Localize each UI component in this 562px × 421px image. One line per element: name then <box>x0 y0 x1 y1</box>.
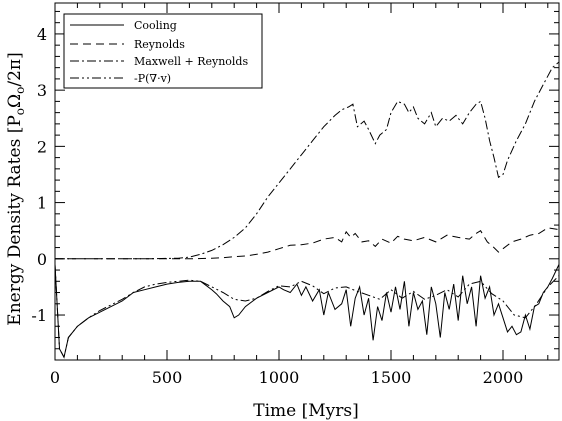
y-axis-label-sub2: o <box>13 87 27 94</box>
series-layer <box>55 61 559 359</box>
series-line-0 <box>55 264 559 359</box>
axes-layer: 0 500 1000 1500 2000 -1 0 1 2 3 4 <box>31 3 559 387</box>
y-axis-label-sub1: o <box>13 108 27 115</box>
y-tick-label: 1 <box>37 194 47 213</box>
y-tick-label: 3 <box>37 81 47 100</box>
legend-label-maxwell-reynolds: Maxwell + Reynolds <box>134 55 248 68</box>
x-tick-label: 1500 <box>371 368 412 387</box>
y-tick-label: -1 <box>31 306 47 325</box>
y-axis-label-main: Energy Density Rates [P <box>5 115 25 326</box>
y-tick-label: 4 <box>37 25 47 44</box>
x-tick-label: 2000 <box>483 368 524 387</box>
x-tick-label: 0 <box>50 368 60 387</box>
series-line-3 <box>55 264 559 359</box>
y-axis-label-omega: Ω <box>5 94 25 108</box>
y-tick-label: 0 <box>37 250 47 269</box>
x-axis-label: Time [Myrs] <box>253 401 359 421</box>
x-tick-label: 500 <box>152 368 183 387</box>
legend-label-cooling: Cooling <box>134 19 177 32</box>
legend-label-pdivv: -P(∇·v) <box>134 72 171 85</box>
legend: Cooling Reynolds Maxwell + Reynolds -P(∇… <box>63 13 263 89</box>
series-line-1 <box>55 227 559 260</box>
y-tick-label: 2 <box>37 137 47 156</box>
x-tick-label: 1000 <box>259 368 300 387</box>
y-axis-label: Energy Density Rates [PoΩo/2π] <box>5 52 27 325</box>
plot-frame <box>54 2 560 361</box>
series-line-2 <box>55 61 559 260</box>
legend-box <box>63 13 263 89</box>
y-axis-label-tail: /2π] <box>5 52 25 86</box>
legend-label-reynolds: Reynolds <box>134 38 185 51</box>
